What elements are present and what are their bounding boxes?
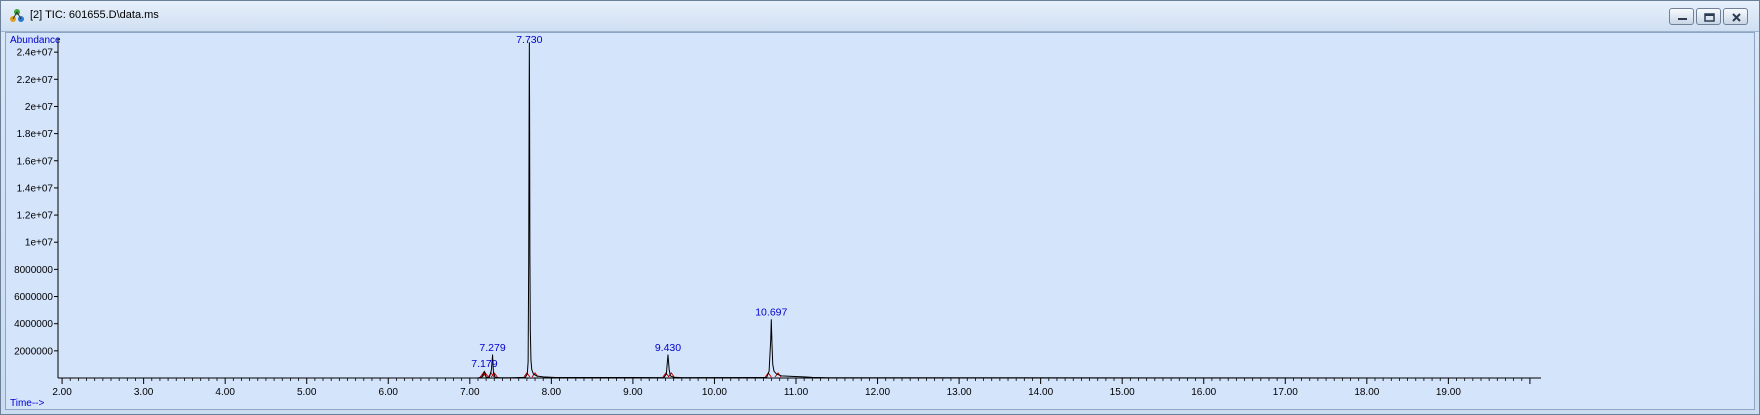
y-tick-label: 2.4e+07 [17, 48, 54, 59]
x-tick-label: 16.00 [1191, 387, 1216, 398]
x-tick-label: 13.00 [947, 387, 972, 398]
y-tick-label: 2000000 [14, 346, 53, 357]
y-tick-label: 6000000 [14, 292, 53, 303]
x-tick-label: 2.00 [52, 387, 72, 398]
y-tick-label: 2e+07 [25, 102, 54, 113]
window-title: [2] TIC: 601655.D\data.ms [30, 9, 159, 21]
y-tick-label: 4000000 [14, 319, 53, 330]
y-tick-label: 1e+07 [25, 238, 54, 249]
y-tick-label: 2.2e+07 [17, 75, 54, 86]
y-tick-label: 1.6e+07 [17, 156, 54, 167]
x-axis-title: Time--> [10, 398, 45, 409]
peak-labels: 7.179 7.279 7.730 9.430 10.697 [471, 34, 787, 370]
x-tick-label: 3.00 [134, 387, 154, 398]
trace-group [58, 42, 1535, 379]
minimize-button[interactable] [1669, 8, 1694, 25]
restore-icon [1704, 13, 1715, 22]
x-tick-label: 19.00 [1436, 387, 1461, 398]
x-tick-label: 4.00 [215, 387, 235, 398]
x-tick-label: 6.00 [379, 387, 399, 398]
restore-button[interactable] [1696, 8, 1721, 25]
y-tick-label: 1.2e+07 [17, 211, 54, 222]
peak-label: 7.730 [516, 34, 542, 46]
x-tick-label: 15.00 [1110, 387, 1135, 398]
tic-trace [58, 42, 1535, 379]
peak-label: 9.430 [655, 342, 681, 354]
close-icon [1732, 13, 1741, 22]
x-tick-label: 18.00 [1354, 387, 1379, 398]
baseline-marker [490, 372, 498, 378]
minimize-icon [1678, 18, 1687, 20]
peak-label: 7.279 [479, 342, 505, 354]
x-tick-label: 17.00 [1273, 387, 1298, 398]
close-button[interactable] [1723, 8, 1748, 25]
y-tick-label: 1.4e+07 [17, 183, 54, 194]
x-tick-label: 12.00 [865, 387, 890, 398]
baseline-marker [487, 372, 495, 378]
x-tick-label: 8.00 [542, 387, 562, 398]
tic-chromatogram-chart[interactable]: Abundance Time--> 2000000 4000000 6000000 8… [6, 33, 1754, 409]
x-tick-label: 9.00 [623, 387, 643, 398]
x-tick-label: 10.00 [702, 387, 727, 398]
chemstation-app-icon [10, 9, 24, 22]
title-bar[interactable]: [2] TIC: 601655.D\data.ms [1, 1, 1759, 32]
peak-label: 10.697 [755, 307, 787, 319]
y-tick-label: 8000000 [14, 265, 53, 276]
x-tick-label: 5.00 [297, 387, 317, 398]
axes: 2000000 4000000 6000000 8000000 1e+07 1.2e+07… [14, 38, 1541, 398]
y-axis-title: Abundance [10, 35, 61, 46]
peak-label: 7.179 [471, 358, 497, 370]
x-tick-label: 14.00 [1028, 387, 1053, 398]
y-tick-label: 1.8e+07 [17, 129, 54, 140]
x-tick-label: 7.00 [460, 387, 480, 398]
x-tick-label: 11.00 [784, 387, 809, 398]
baseline-marker [667, 372, 675, 378]
plot-area[interactable]: Abundance Time--> 2000000 4000000 6000000 8… [5, 32, 1755, 410]
